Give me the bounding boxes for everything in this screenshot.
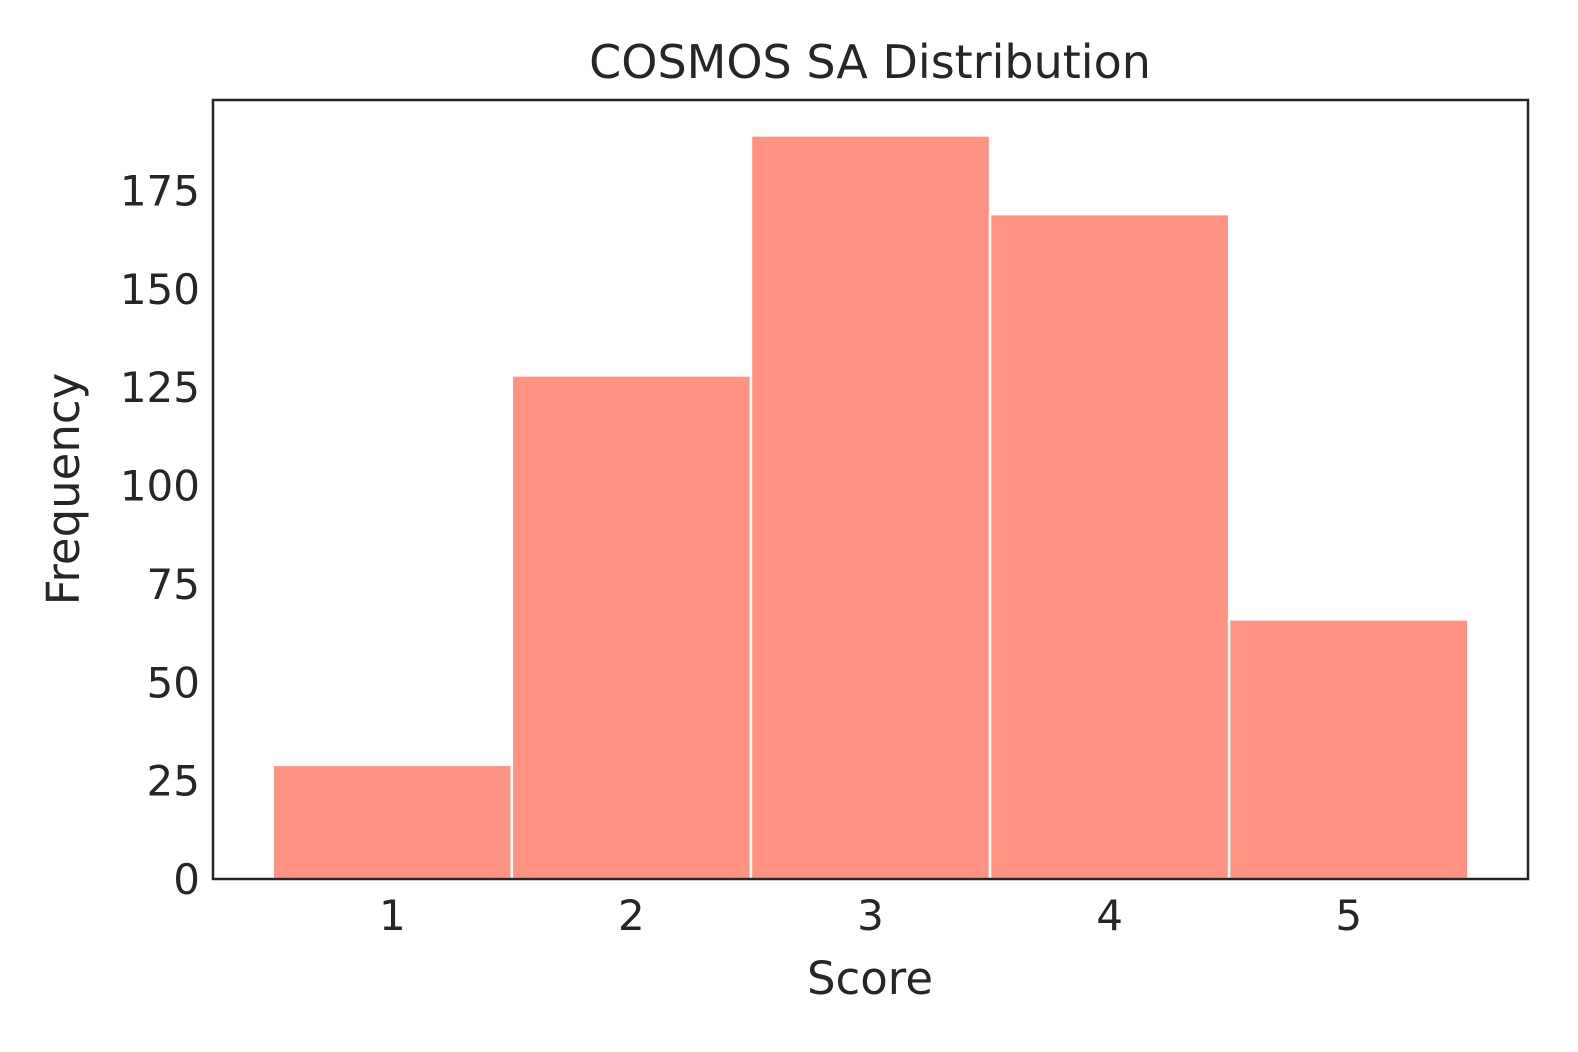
bar-score-3: [749, 134, 992, 881]
x-axis: 1 2 3 4 5: [379, 891, 1362, 940]
x-tick-label: 4: [1096, 891, 1123, 940]
y-tick-label: 150: [120, 265, 200, 314]
x-tick-label: 1: [379, 891, 406, 940]
y-tick-label: 75: [147, 560, 200, 609]
bar-score-2: [510, 374, 753, 881]
bars-layer: [271, 134, 1470, 881]
plot-frame: [211, 98, 1530, 881]
bar-score-4: [988, 212, 1231, 881]
y-axis: 0 25 50 75 100 125 150 175: [120, 166, 200, 904]
bar-score-5: [1227, 618, 1470, 881]
y-tick-label: 50: [147, 658, 200, 707]
x-tick-label: 3: [857, 891, 884, 940]
chart-title: COSMOS SA Distribution: [589, 35, 1151, 89]
x-tick-label: 5: [1335, 891, 1362, 940]
y-tick-label: 100: [120, 462, 200, 511]
x-tick-label: 2: [618, 891, 645, 940]
y-tick-label: 175: [120, 166, 200, 215]
bar-score-1: [271, 763, 514, 881]
x-axis-label: Score: [807, 952, 933, 1005]
y-tick-label: 0: [173, 855, 200, 904]
y-axis-label: Frequency: [37, 373, 90, 605]
y-tick-label: 25: [147, 757, 200, 806]
y-tick-label: 125: [120, 363, 200, 412]
